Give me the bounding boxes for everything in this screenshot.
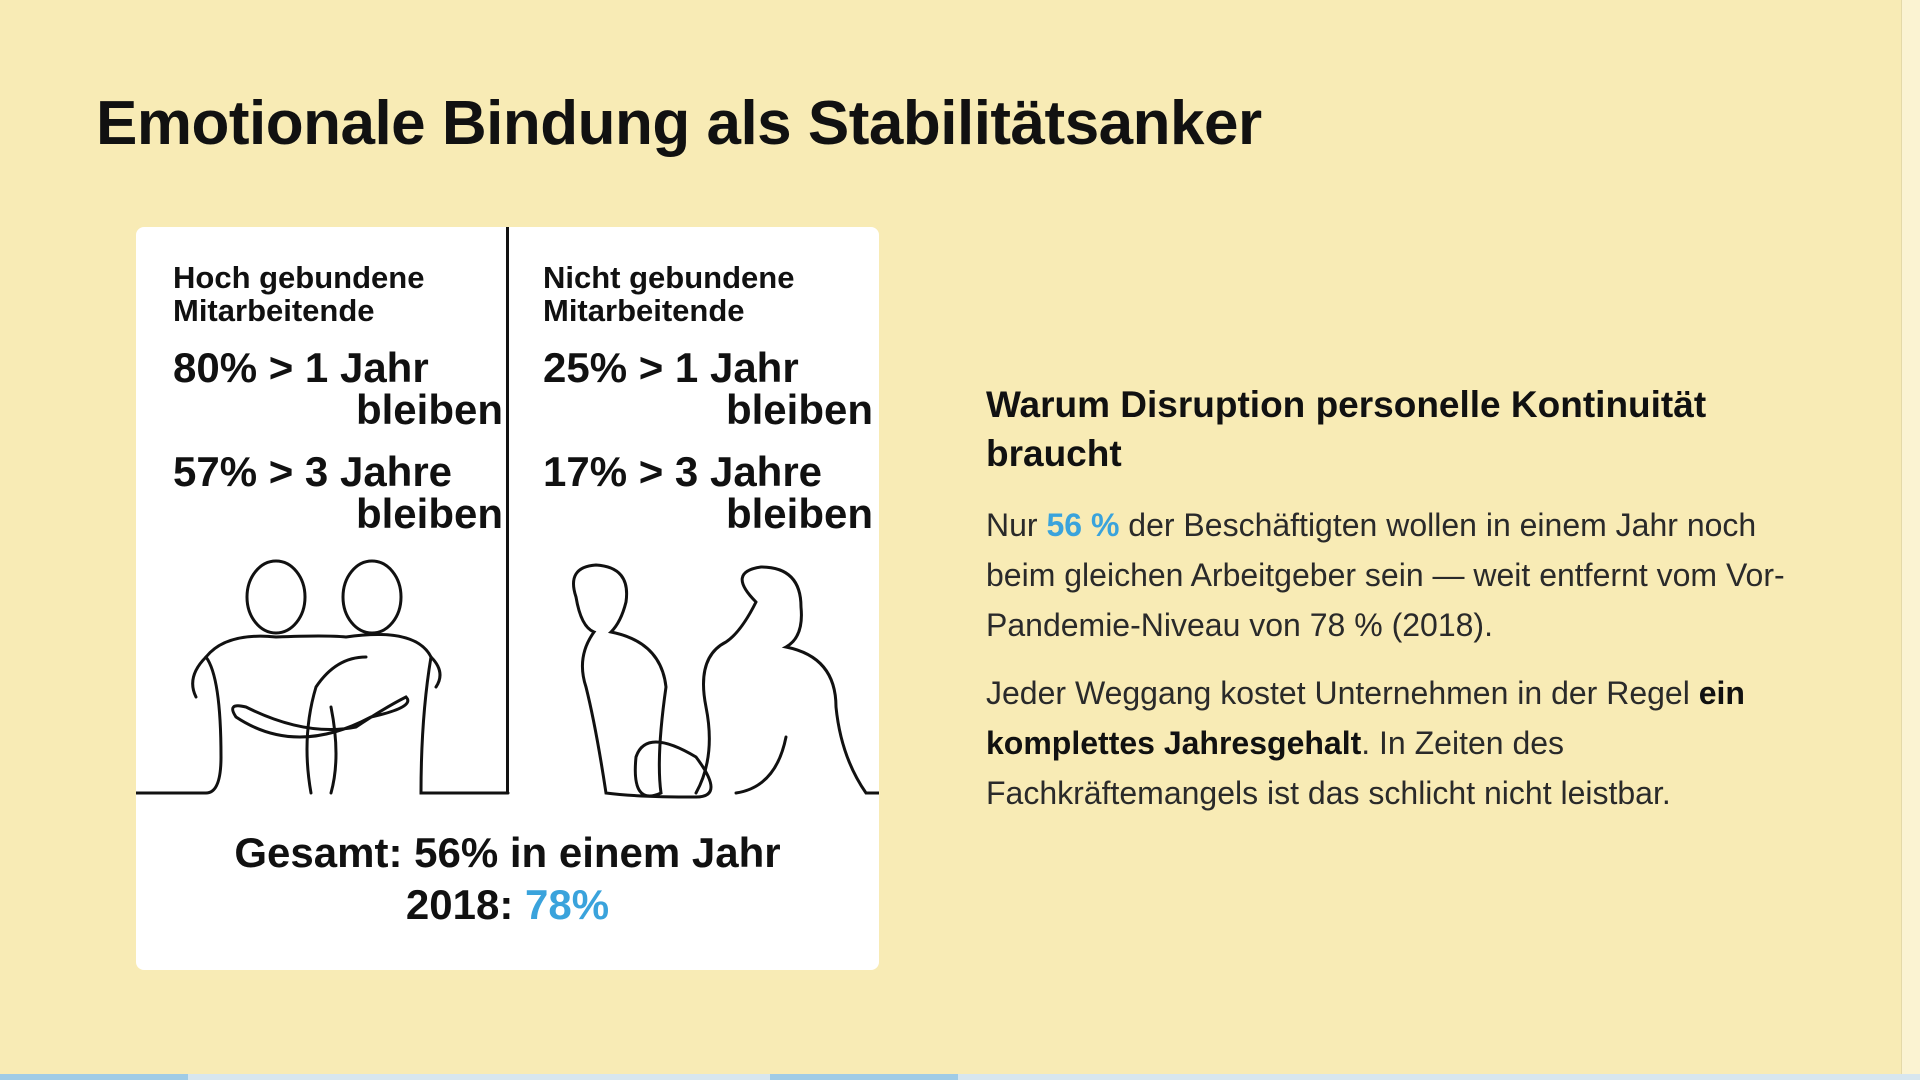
column: Nicht gebundene Mitarbeitende 25% > 1 Ja…: [543, 261, 873, 535]
aside: Warum Disruption personelle Kontinuität …: [986, 380, 1826, 836]
stat-line: 17% > 3 Jahre: [543, 448, 823, 495]
stat-line: 57% > 3 Jahre: [173, 448, 453, 495]
head: [245, 559, 307, 635]
stat: 17% > 3 Jahre bleiben: [543, 451, 873, 535]
footer-label: 2018:: [405, 881, 526, 928]
text: der Beschäftigten wollen in einem Jahr n…: [986, 507, 1785, 643]
stat-line: 25% > 1 Jahr: [543, 344, 799, 391]
stat-line: 80% > 1 Jahr: [173, 344, 429, 391]
progress-segment: [770, 1074, 958, 1080]
head: [341, 559, 403, 635]
scrollbar[interactable]: [1901, 0, 1920, 1074]
stats-card: Hoch gebundene Mitarbeitende 80% > 1 Jah…: [136, 227, 879, 970]
column: Hoch gebundene Mitarbeitende 80% > 1 Jah…: [173, 261, 503, 535]
footer-line: Gesamt: 56% in einem Jahr: [234, 829, 781, 876]
stat-line: bleiben: [725, 386, 873, 433]
line-art: [136, 633, 438, 795]
stat: 25% > 1 Jahr bleiben: [543, 347, 873, 431]
paragraph: Jeder Weggang kostet Unternehmen in der …: [986, 668, 1826, 818]
divider: [506, 227, 509, 792]
stat-line: bleiben: [355, 490, 503, 537]
text: Nur: [986, 507, 1047, 543]
emphasis: ein komplettes Jahresgehalt: [986, 675, 1745, 761]
line-art: [694, 565, 879, 795]
highlight: 56 %: [1046, 507, 1120, 543]
footer-line: 2018: 78%: [136, 879, 879, 931]
slide-title: Emotionale Bindung als Stabilitätsanker: [96, 89, 1262, 158]
card-footer: Gesamt: 56% in einem Jahr 2018: 78%: [136, 827, 879, 931]
illustration: [136, 559, 879, 799]
progress-bar: [0, 1074, 1920, 1080]
stat: 80% > 1 Jahr bleiben: [173, 347, 503, 431]
line-art: [572, 563, 713, 799]
column-heading: Hoch gebundene Mitarbeitende: [173, 261, 503, 327]
line-art: [305, 655, 368, 795]
stat-line: bleiben: [725, 490, 873, 537]
heading-line: Mitarbeitende: [543, 293, 745, 328]
stat: 57% > 3 Jahre bleiben: [173, 451, 503, 535]
text: Jeder Weggang kostet Unternehmen in der …: [986, 675, 1699, 711]
footer-value: 78%: [525, 881, 610, 928]
progress-segment: [0, 1074, 188, 1080]
heading-line: Mitarbeitende: [173, 293, 375, 328]
paragraph: Nur 56 % der Beschäftigten wollen in ein…: [986, 500, 1826, 650]
aside-heading: Warum Disruption personelle Kontinuität …: [986, 384, 1707, 474]
stat-line: bleiben: [355, 386, 503, 433]
heading-line: Hoch gebundene: [173, 260, 425, 295]
line-art: [191, 655, 442, 699]
column-heading: Nicht gebundene Mitarbeitende: [543, 261, 873, 327]
text: . In Zeiten des Fachkräftemangels ist da…: [986, 725, 1671, 811]
line-art: [231, 695, 410, 739]
heading-line: Nicht gebundene: [543, 260, 795, 295]
